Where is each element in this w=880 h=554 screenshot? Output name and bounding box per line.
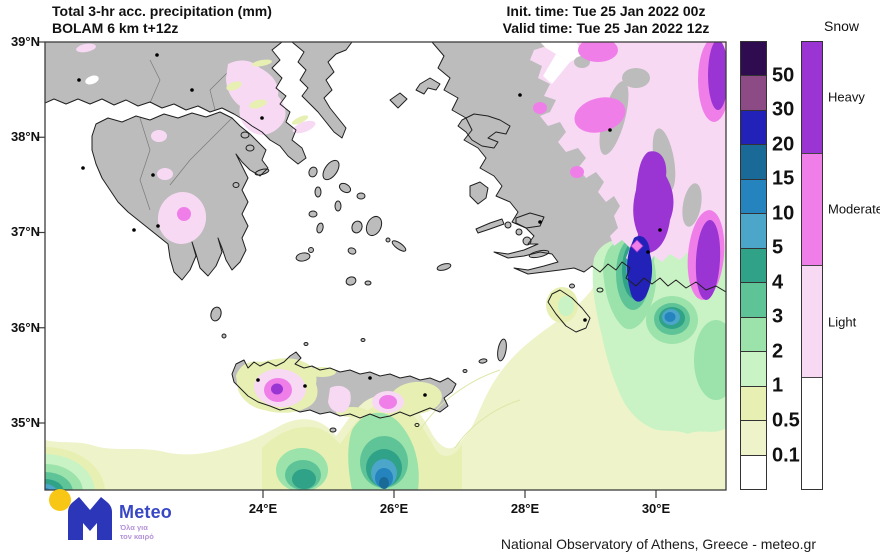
precip-scale-block: [741, 455, 766, 490]
map-title: Total 3-hr acc. precipitation (mm) BOLAM …: [52, 3, 272, 37]
precip-value-10: 10: [772, 202, 795, 225]
lon-label-26e: 26°E: [379, 501, 409, 516]
precip-value-4: 4: [772, 271, 784, 294]
meteo-logo: [49, 489, 112, 540]
snow-patches-greece: [76, 43, 316, 244]
footer-attribution: National Observatory of Athens, Greece -…: [500, 536, 816, 552]
lon-label-24e: 24°E: [248, 501, 278, 516]
precip-value-15: 15: [772, 167, 795, 190]
snow-label-light: Light: [828, 314, 857, 329]
precip-cells-south-of-crete: [276, 412, 419, 490]
precip-rhodes: [546, 287, 578, 323]
precip-scale-block: [741, 42, 766, 77]
precip-max-core: [627, 235, 653, 302]
precip-value-2: 2: [772, 340, 784, 363]
precip-scale-block: [741, 110, 766, 146]
city-dots: [77, 53, 662, 397]
map-frame: [37, 41, 727, 498]
precip-value-3: 3: [772, 305, 784, 328]
snow-legend-bar: [801, 41, 823, 490]
snow-patches-crete: [236, 358, 442, 417]
lat-label-38n: 38°N: [10, 129, 40, 144]
logo-tagline-line1: Όλα για: [120, 523, 148, 532]
logo-tagline-line2: τον καιρό: [120, 531, 154, 541]
precip-scale-block: [741, 248, 766, 284]
snow-label-heavy: Heavy: [828, 89, 865, 105]
precip-scale-block: [741, 76, 766, 111]
precip-value-1: 1: [772, 374, 784, 397]
init-time: Init. time: Tue 25 Jan 2022 00z: [506, 3, 706, 19]
snow-scale-block-none: [802, 377, 822, 489]
precip-value-30: 30: [772, 98, 795, 121]
lon-label-30e: 30°E: [641, 501, 671, 516]
precip-scale-block: [741, 179, 766, 215]
precip-scale-block: [741, 421, 766, 456]
precip-scale-block: [741, 352, 766, 387]
snow-scale-block-heavy: [802, 42, 822, 153]
valid-time: Valid time: Tue 25 Jan 2022 12z: [502, 20, 710, 36]
precip-value-0-1: 0.1: [772, 444, 800, 466]
region-borders: [139, 59, 233, 211]
lat-label-37n: 37°N: [10, 224, 40, 239]
title-line1: Total 3-hr acc. precipitation (mm): [52, 3, 272, 19]
logo-tagline: Όλα για τον καιρό: [120, 523, 154, 541]
precip-scale-block: [741, 214, 766, 249]
lat-label-35n: 35°N: [10, 415, 40, 430]
precip-cell-corner: [45, 454, 95, 490]
precip-value-0-5: 0.5: [772, 409, 800, 432]
snow-label-moderate: Moderate: [828, 201, 880, 217]
precip-scale-block: [741, 386, 766, 422]
precip-scale-block: [741, 145, 766, 180]
precip-value-5: 5: [772, 236, 784, 259]
lon-label-28e: 28°E: [510, 501, 540, 516]
model-label: BOLAM 6 km t+12z: [52, 20, 179, 36]
lat-label-36n: 36°N: [10, 320, 40, 335]
logo-sun-icon: [49, 489, 71, 511]
precip-scale-block: [741, 283, 766, 318]
precip-scale-block: [741, 317, 766, 353]
lat-label-39n: 39°N: [10, 34, 40, 49]
precip-legend-bar: [740, 41, 767, 490]
precip-value-20: 20: [772, 133, 795, 156]
logo-m-icon: [68, 497, 112, 540]
precip-value-50: 50: [772, 64, 795, 86]
snow-region-turkey: [530, 42, 726, 300]
snow-scale-block-moderate: [802, 153, 822, 265]
logo-brand-text: Meteo: [119, 502, 173, 522]
time-block: Init. time: Tue 25 Jan 2022 00z Valid tim…: [478, 3, 734, 37]
snow-legend-title: Snow: [824, 18, 860, 34]
snow-scale-block-light: [802, 265, 822, 377]
